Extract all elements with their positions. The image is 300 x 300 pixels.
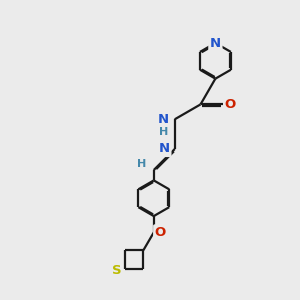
Text: N: N	[158, 113, 169, 126]
Text: N: N	[159, 142, 170, 155]
Text: O: O	[225, 98, 236, 111]
Text: H: H	[159, 127, 168, 137]
Text: N: N	[210, 37, 221, 50]
Text: S: S	[112, 264, 122, 277]
Text: O: O	[155, 226, 166, 239]
Text: H: H	[136, 159, 146, 169]
